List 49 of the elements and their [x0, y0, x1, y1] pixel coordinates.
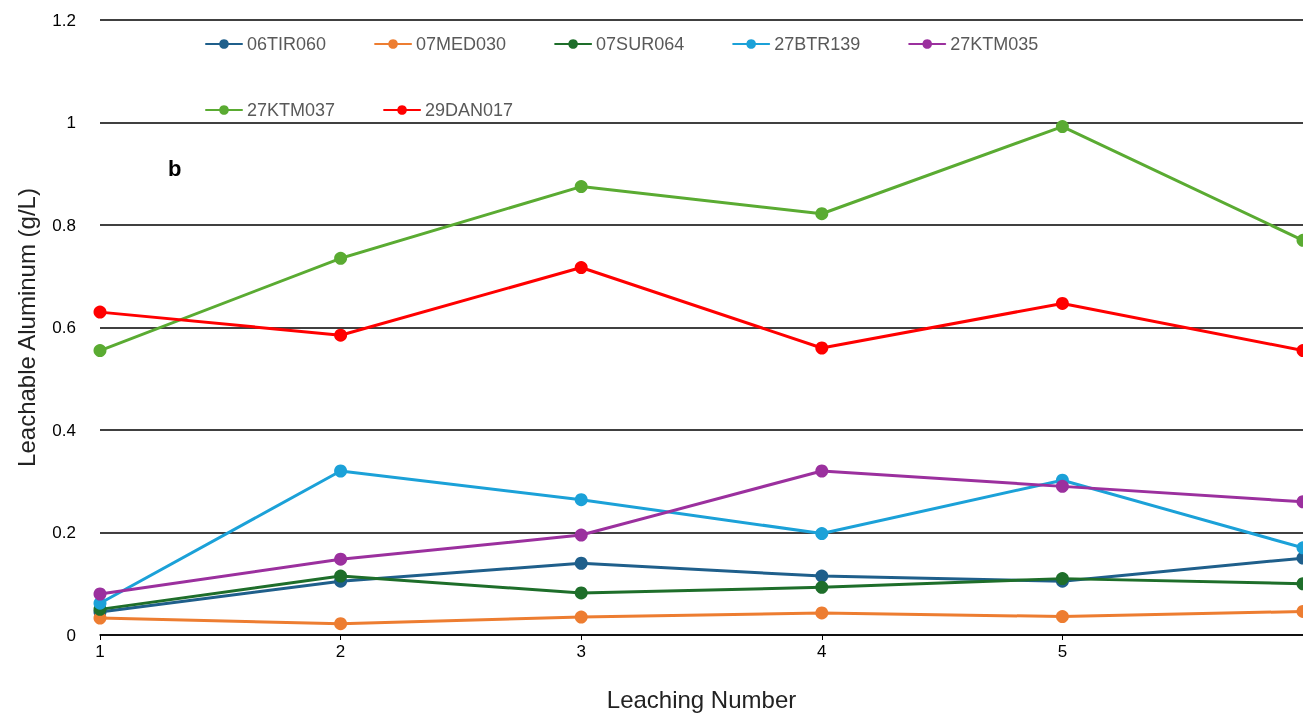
point — [334, 617, 348, 631]
legend-label: 29DAN017 — [425, 100, 514, 120]
point — [334, 251, 348, 265]
point — [334, 552, 348, 566]
point — [93, 305, 107, 319]
point — [815, 606, 829, 620]
point — [574, 610, 588, 624]
y-tick-label: 0.4 — [52, 420, 76, 440]
x-tick-label: 5 — [1057, 642, 1068, 661]
point — [815, 464, 829, 478]
y-axis-title: Leachable Aluminum (g/L) — [12, 188, 40, 467]
x-tick-label: 2 — [335, 642, 346, 661]
point — [815, 527, 829, 541]
y-tick-label: 0 — [66, 625, 76, 645]
point — [93, 587, 107, 601]
y-tick-label: 0.2 — [52, 523, 76, 542]
point — [1055, 610, 1069, 624]
point — [1055, 296, 1069, 310]
point — [574, 493, 588, 507]
point — [574, 180, 588, 194]
legend-label: 27KTM037 — [247, 100, 336, 120]
point — [334, 464, 348, 478]
legend-label: 27BTR139 — [774, 34, 861, 54]
point — [815, 569, 829, 583]
legend-label: 07MED030 — [416, 34, 507, 54]
point — [1055, 479, 1069, 493]
x-tick-label: 1 — [95, 642, 105, 661]
y-tick-label: 1.2 — [52, 10, 76, 30]
y-tick-label: 0.6 — [52, 318, 76, 337]
x-axis-title: Leaching Number — [606, 685, 797, 713]
y-tick-label: 0.8 — [52, 215, 76, 235]
y-tick-label: 1 — [66, 113, 76, 132]
point — [574, 556, 588, 570]
x-tick-label: 3 — [576, 642, 586, 661]
legend-label: 27KTM035 — [950, 34, 1039, 54]
point — [574, 528, 588, 542]
legend-label: 06TIR060 — [247, 34, 327, 54]
point — [1055, 120, 1069, 134]
point — [815, 580, 829, 594]
legend-label: 07SUR064 — [596, 34, 685, 54]
x-tick-label: 4 — [817, 642, 827, 661]
annotation: b — [168, 155, 182, 181]
point — [574, 586, 588, 600]
point — [815, 341, 829, 355]
point — [815, 207, 829, 221]
point — [334, 328, 348, 342]
point — [574, 261, 588, 275]
point — [334, 569, 348, 583]
point — [93, 344, 107, 358]
